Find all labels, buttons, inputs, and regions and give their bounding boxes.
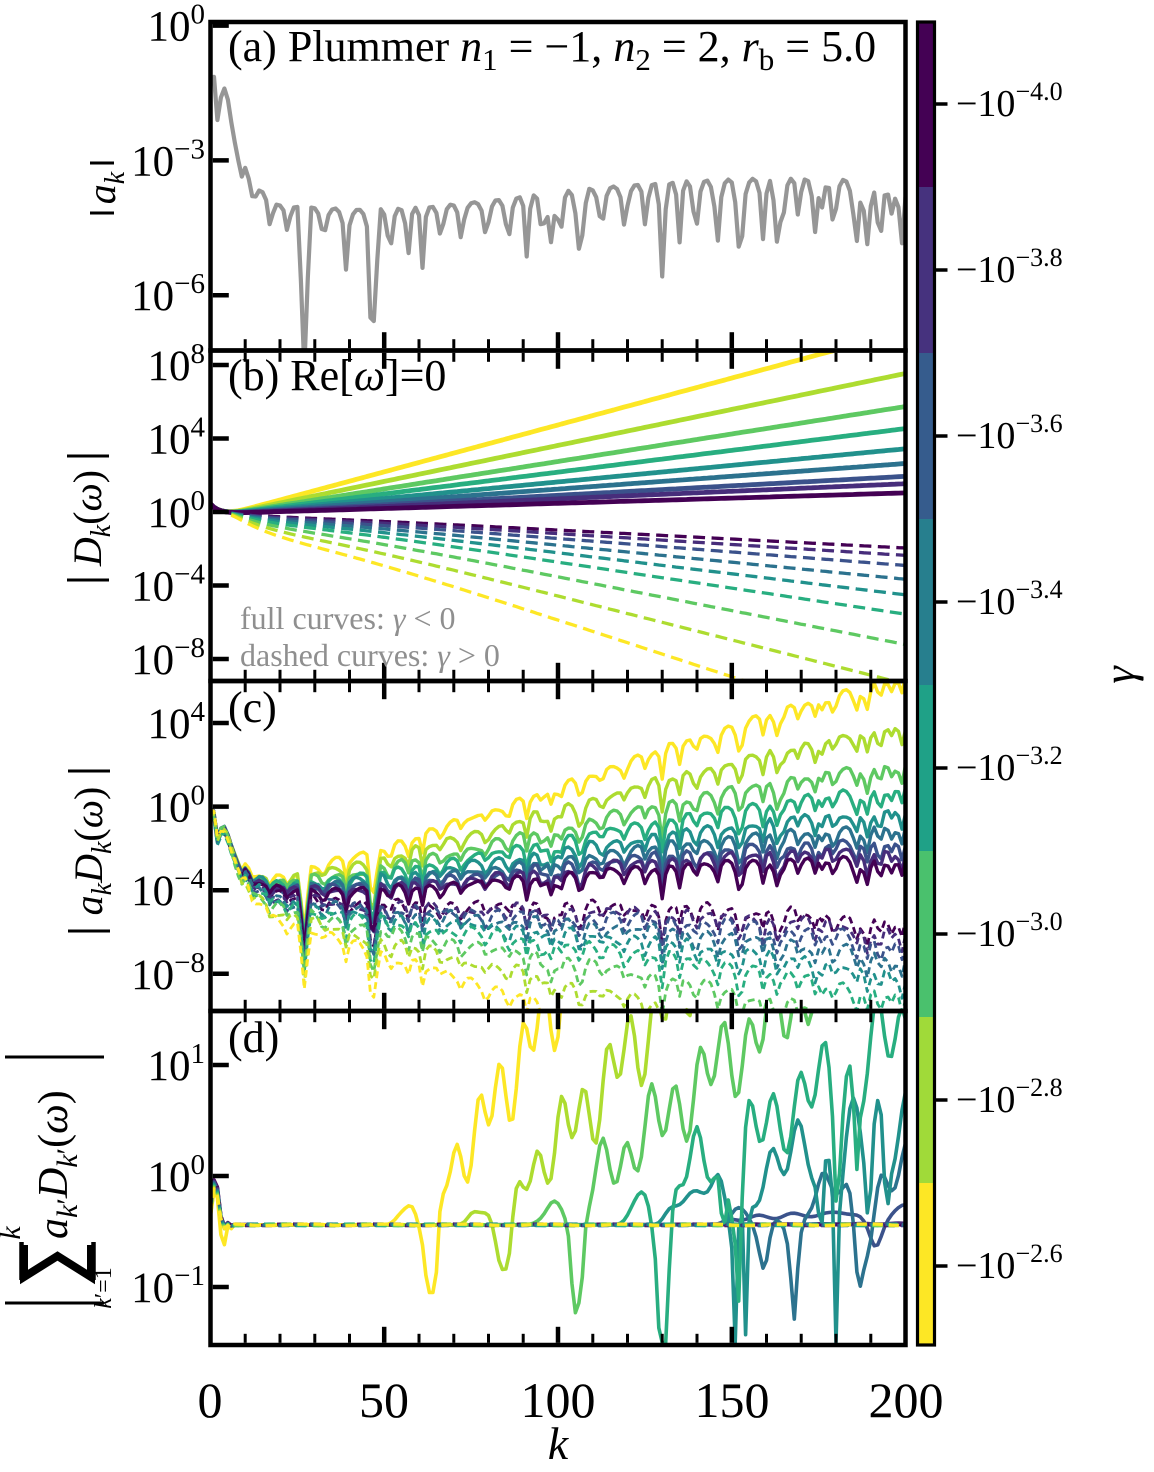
svg-text:k′=1: k′=1	[91, 1267, 117, 1308]
svg-text:50: 50	[359, 1372, 409, 1428]
svg-text:k: k	[0, 1226, 27, 1240]
svg-text:(b) Re[ω]=0: (b) Re[ω]=0	[228, 351, 446, 400]
svg-text:150: 150	[695, 1372, 770, 1428]
svg-text:full curves: γ < 0: full curves: γ < 0	[240, 600, 456, 636]
svg-text:ak′Dk′(ω): ak′Dk′(ω)	[31, 1090, 84, 1239]
svg-text:10−8: 10−8	[131, 947, 205, 999]
svg-text:dashed curves: γ > 0: dashed curves: γ > 0	[240, 637, 500, 673]
svg-text:0: 0	[198, 1372, 223, 1428]
svg-text:−10−3.2: −10−3.2	[956, 741, 1063, 789]
svg-text:200: 200	[869, 1372, 944, 1428]
svg-text:10−6: 10−6	[131, 268, 205, 320]
svg-text:100: 100	[521, 1372, 596, 1428]
svg-text:(a) Plummer n1 = −1, n2 = 2, r: (a) Plummer n1 = −1, n2 = 2, rb = 5.0	[228, 22, 876, 77]
svg-text:k: k	[548, 1418, 570, 1467]
svg-text:(d): (d)	[228, 1013, 279, 1062]
svg-text:(c): (c)	[228, 683, 277, 732]
svg-text:Dk(ω): Dk(ω)	[65, 470, 117, 567]
svg-text:γ: γ	[1095, 665, 1144, 684]
svg-text:108: 108	[148, 338, 206, 390]
svg-text:ak: ak	[79, 171, 131, 204]
svg-text:akDk(ω): akDk(ω)	[66, 787, 118, 916]
